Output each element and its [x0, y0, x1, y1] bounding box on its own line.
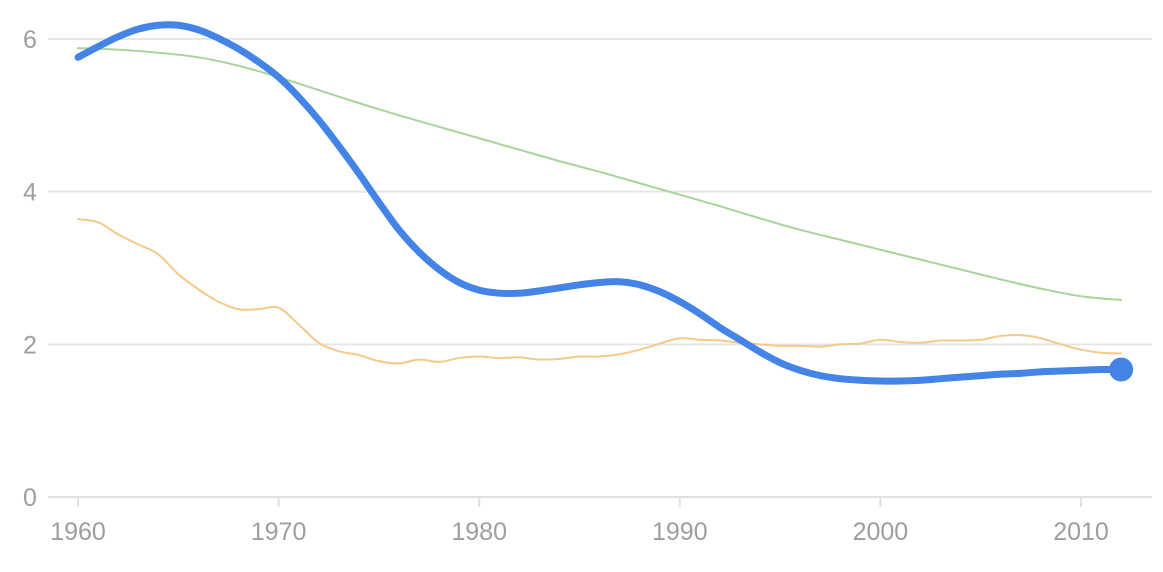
x-tick-label: 1960 [50, 518, 106, 546]
x-tick-label: 1990 [652, 518, 708, 546]
series-line-2 [77, 218, 1123, 365]
series-layer [74, 21, 1134, 385]
y-tick-label: 6 [23, 26, 37, 54]
y-tick-label: 4 [23, 179, 37, 207]
x-tick-label: 1980 [451, 518, 507, 546]
x-tick-label: 2000 [853, 518, 909, 546]
x-tick-label: 1970 [251, 518, 307, 546]
series-line-1 [77, 47, 1123, 302]
tick-labels: 0 2 4 6 1960 1970 1980 1990 2000 2010 [23, 26, 1109, 546]
axes [48, 496, 1152, 507]
y-tick-label: 2 [23, 331, 37, 359]
y-tick-label: 0 [23, 484, 37, 512]
x-tick-label: 2010 [1053, 518, 1109, 546]
series-end-point[interactable] [1109, 357, 1134, 382]
series-line-3 [74, 21, 1125, 385]
grid [48, 38, 1152, 346]
